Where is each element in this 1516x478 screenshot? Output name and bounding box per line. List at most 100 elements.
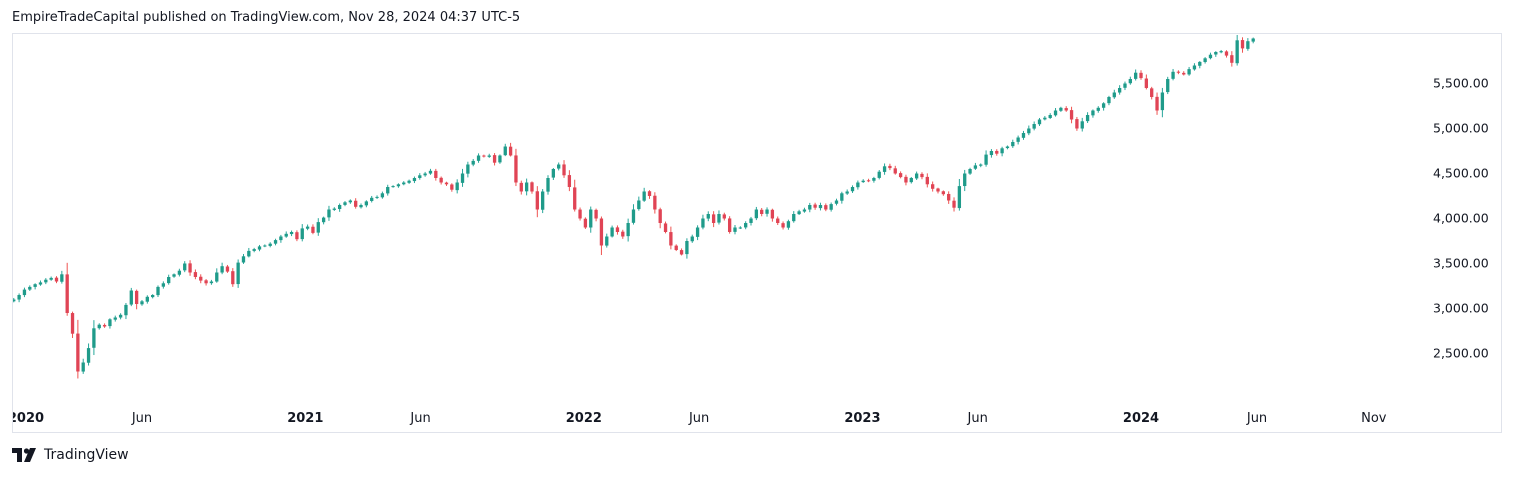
candle-12 bbox=[76, 319, 80, 379]
candle-72 bbox=[396, 183, 401, 188]
candle-83 bbox=[455, 179, 459, 194]
candle-28 bbox=[161, 281, 166, 289]
candle-154 bbox=[834, 198, 839, 206]
candle-62 bbox=[343, 201, 347, 207]
candle-213 bbox=[1150, 86, 1154, 100]
candle-107 bbox=[583, 217, 588, 229]
y-tick-label: 4,500.00 bbox=[1433, 166, 1489, 181]
candle-211 bbox=[1139, 70, 1143, 80]
candle-35 bbox=[199, 274, 203, 284]
x-tick-label: Jun bbox=[688, 411, 709, 426]
candle-85 bbox=[466, 161, 470, 178]
candle-44 bbox=[247, 247, 251, 258]
candle-65 bbox=[359, 203, 363, 209]
candle-210 bbox=[1134, 69, 1138, 81]
x-tick-label: Jun bbox=[967, 411, 988, 426]
candle-126 bbox=[685, 238, 689, 259]
candle-79 bbox=[434, 168, 438, 181]
candle-31 bbox=[177, 268, 182, 277]
candle-165 bbox=[893, 165, 897, 175]
candle-30 bbox=[172, 273, 176, 278]
candle-29 bbox=[167, 274, 171, 285]
candle-146 bbox=[792, 211, 796, 223]
candle-189 bbox=[1021, 130, 1026, 140]
candle-137 bbox=[744, 221, 748, 230]
x-tick-label: Jun bbox=[1246, 411, 1267, 426]
candles-layer bbox=[13, 34, 1255, 379]
candle-177 bbox=[957, 179, 962, 211]
candle-77 bbox=[423, 171, 427, 177]
candle-17 bbox=[102, 323, 107, 328]
candle-171 bbox=[925, 173, 929, 188]
candle-203 bbox=[1096, 106, 1100, 113]
candle-136 bbox=[738, 226, 742, 230]
candle-200 bbox=[1080, 117, 1084, 132]
x-tick-label: Jun bbox=[409, 411, 430, 426]
candle-214 bbox=[1155, 92, 1159, 115]
x-tick-label: 2021 bbox=[287, 411, 323, 426]
candle-139 bbox=[754, 206, 759, 221]
candle-66 bbox=[364, 200, 369, 208]
candle-175 bbox=[947, 191, 951, 204]
candle-220 bbox=[1187, 66, 1191, 76]
candle-197 bbox=[1064, 106, 1068, 112]
candle-56 bbox=[311, 224, 315, 235]
candle-227 bbox=[1224, 50, 1229, 58]
candle-138 bbox=[749, 216, 753, 226]
candle-151 bbox=[818, 202, 823, 211]
candle-195 bbox=[1053, 108, 1058, 117]
candle-113 bbox=[615, 225, 620, 235]
candle-169 bbox=[914, 171, 919, 180]
candle-43 bbox=[241, 253, 246, 264]
candle-88 bbox=[482, 154, 486, 158]
candle-37 bbox=[209, 279, 214, 285]
candle-4 bbox=[33, 283, 37, 290]
tradingview-logo-icon[interactable] bbox=[12, 447, 38, 463]
candle-25 bbox=[145, 295, 149, 304]
candle-11 bbox=[70, 311, 75, 339]
candle-172 bbox=[931, 181, 935, 192]
candle-15 bbox=[92, 320, 96, 356]
candle-198 bbox=[1069, 106, 1074, 124]
candle-145 bbox=[786, 219, 791, 230]
candlestick-chart[interactable]: 2,500.00 3,000.00 3,500.00 4,000.00 4,500.00… bbox=[13, 34, 1501, 432]
candle-2 bbox=[22, 287, 27, 298]
candle-184 bbox=[995, 149, 999, 156]
candle-142 bbox=[770, 208, 775, 222]
candle-9 bbox=[60, 270, 64, 284]
candle-0 bbox=[13, 297, 16, 303]
candle-205 bbox=[1107, 95, 1111, 106]
candle-221 bbox=[1192, 63, 1197, 71]
candle-87 bbox=[476, 153, 481, 163]
candle-67 bbox=[370, 195, 374, 203]
candle-71 bbox=[391, 185, 395, 188]
candle-58 bbox=[321, 216, 326, 225]
candle-99 bbox=[541, 189, 545, 214]
candle-125 bbox=[679, 248, 684, 256]
candle-76 bbox=[418, 173, 422, 180]
candle-201 bbox=[1085, 112, 1090, 124]
candle-92 bbox=[503, 143, 507, 157]
y-tick-label: 3,000.00 bbox=[1433, 301, 1489, 316]
candle-121 bbox=[658, 207, 662, 229]
candle-174 bbox=[941, 190, 945, 196]
x-tick-label: 2023 bbox=[844, 411, 880, 426]
candle-190 bbox=[1027, 125, 1031, 136]
candle-34 bbox=[193, 269, 198, 280]
candle-110 bbox=[599, 216, 604, 256]
candle-159 bbox=[861, 179, 865, 183]
candle-61 bbox=[337, 203, 342, 212]
candle-48 bbox=[268, 242, 272, 248]
candle-64 bbox=[354, 198, 358, 209]
candle-207 bbox=[1117, 85, 1122, 95]
candle-116 bbox=[631, 204, 636, 225]
candle-8 bbox=[54, 276, 59, 284]
candle-231 bbox=[1246, 38, 1250, 51]
candle-204 bbox=[1101, 102, 1106, 111]
tradingview-brand[interactable]: TradingView bbox=[44, 447, 129, 463]
chart-frame[interactable]: 2,500.00 3,000.00 3,500.00 4,000.00 4,500.00… bbox=[12, 33, 1502, 433]
candle-51 bbox=[284, 231, 288, 238]
candle-150 bbox=[813, 202, 817, 210]
candle-222 bbox=[1198, 61, 1202, 69]
candle-160 bbox=[866, 178, 871, 183]
